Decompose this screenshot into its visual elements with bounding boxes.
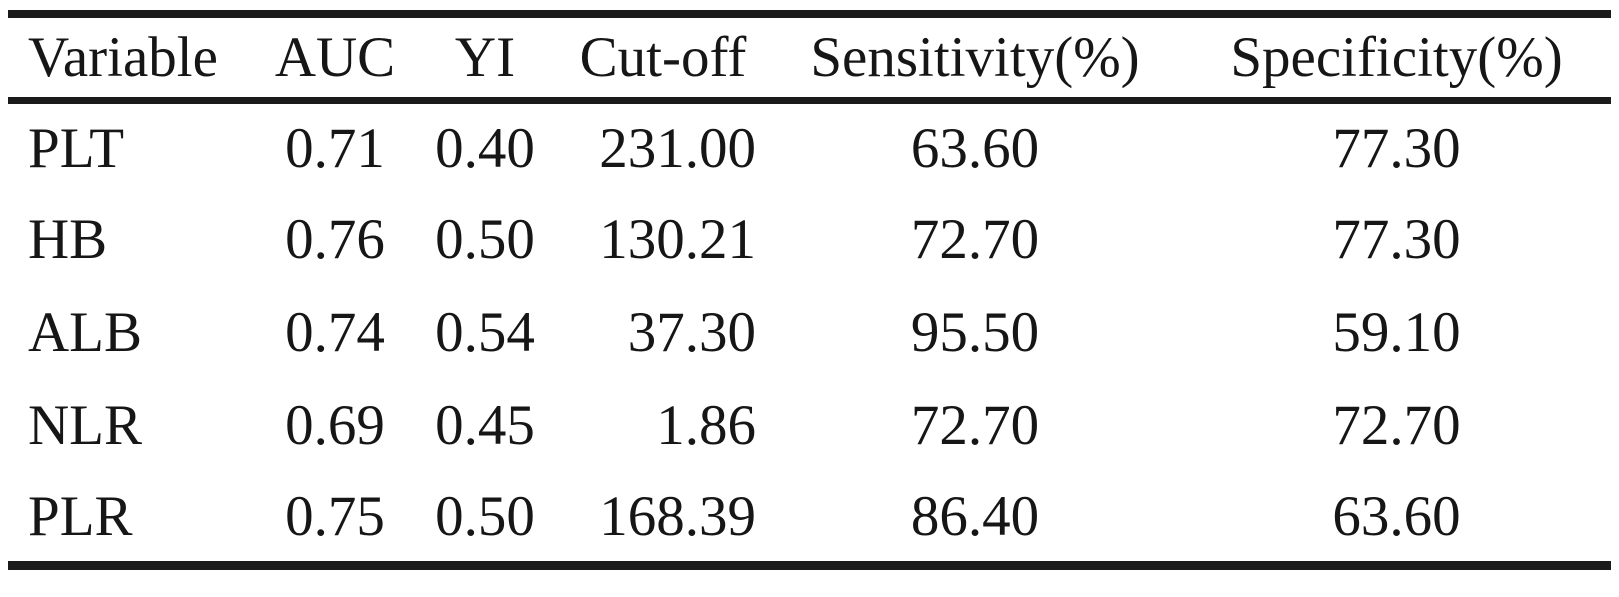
cell-variable: PLR: [28, 484, 133, 548]
header-row: Variable AUC YI Cut-off Sensitivity(%) S…: [8, 14, 1611, 100]
cell-sensitivity: 86.40: [910, 484, 1040, 548]
cell-cutoff: 130.21: [599, 208, 756, 271]
column-header-sensitivity: Sensitivity(%): [810, 25, 1140, 89]
cell-yi: 0.50: [435, 484, 535, 548]
cell-auc: 0.76: [285, 208, 385, 271]
cell-specificity: 77.30: [1332, 208, 1461, 271]
cell-specificity: 77.30: [1332, 116, 1461, 180]
cell-cutoff: 37.30: [627, 301, 756, 364]
cell-specificity: 63.60: [1332, 484, 1461, 548]
roc-analysis-table: Variable AUC YI Cut-off Sensitivity(%) S…: [8, 10, 1611, 570]
table-row-plt: PLT 0.71 0.40 231.00 63.60 77.30: [8, 100, 1611, 193]
cell-auc: 0.69: [285, 394, 385, 457]
table-row-plr: PLR 0.75 0.50 168.39 86.40 63.60: [8, 472, 1611, 565]
column-header-variable: Variable: [28, 25, 218, 89]
column-header-yi: YI: [454, 25, 516, 89]
cell-variable: HB: [28, 208, 108, 271]
cell-yi: 0.50: [435, 208, 535, 271]
cell-auc: 0.75: [285, 484, 385, 548]
cell-yi: 0.54: [435, 301, 535, 364]
table-row-nlr: NLR 0.69 0.45 1.86 72.70 72.70: [8, 379, 1611, 472]
column-header-specificity: Specificity(%): [1230, 25, 1563, 89]
cell-variable: ALB: [28, 301, 142, 364]
table-row-hb: HB 0.76 0.50 130.21 72.70 77.30: [8, 193, 1611, 286]
table-header: Variable AUC YI Cut-off Sensitivity(%) S…: [8, 14, 1611, 100]
cell-sensitivity: 63.60: [910, 116, 1040, 180]
cell-yi: 0.40: [435, 116, 535, 180]
cell-variable: NLR: [28, 394, 142, 457]
table-body: PLT 0.71 0.40 231.00 63.60 77.30 HB 0.76…: [8, 100, 1611, 565]
cell-specificity: 59.10: [1332, 301, 1461, 364]
cell-specificity: 72.70: [1332, 394, 1461, 457]
cell-sensitivity: 95.50: [910, 301, 1040, 364]
column-header-auc: AUC: [274, 25, 396, 89]
cell-auc: 0.74: [285, 301, 385, 364]
cell-variable: PLT: [28, 116, 125, 180]
cell-cutoff: 231.00: [599, 116, 756, 180]
cell-cutoff: 168.39: [599, 484, 756, 548]
column-header-cutoff: Cut-off: [579, 25, 747, 89]
cell-sensitivity: 72.70: [910, 208, 1040, 271]
cell-yi: 0.45: [435, 394, 535, 457]
cell-auc: 0.71: [285, 116, 385, 180]
table-row-alb: ALB 0.74 0.54 37.30 95.50 59.10: [8, 286, 1611, 379]
cell-sensitivity: 72.70: [910, 394, 1040, 457]
cell-cutoff: 1.86: [656, 394, 756, 457]
